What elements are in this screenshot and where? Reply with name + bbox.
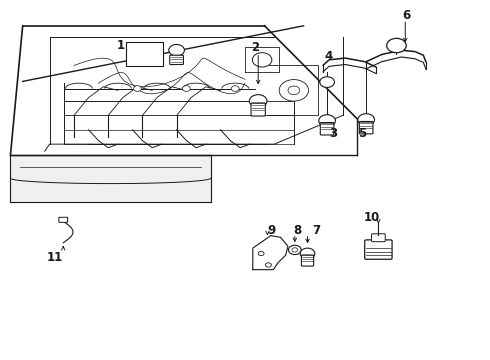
Text: 1: 1 <box>117 39 125 52</box>
Text: 9: 9 <box>268 224 276 237</box>
Text: 10: 10 <box>364 211 380 224</box>
Circle shape <box>182 86 190 91</box>
Text: 8: 8 <box>294 224 302 237</box>
Circle shape <box>258 251 264 256</box>
Text: 4: 4 <box>324 50 332 63</box>
Circle shape <box>320 77 334 87</box>
FancyBboxPatch shape <box>371 234 385 242</box>
Polygon shape <box>253 235 288 270</box>
FancyBboxPatch shape <box>170 55 183 64</box>
Circle shape <box>300 248 315 259</box>
Circle shape <box>134 86 142 91</box>
Text: 6: 6 <box>402 9 410 22</box>
Circle shape <box>249 95 267 108</box>
Polygon shape <box>10 155 211 202</box>
Text: 3: 3 <box>329 127 337 140</box>
Text: 2: 2 <box>251 41 259 54</box>
FancyBboxPatch shape <box>59 217 68 222</box>
Text: 7: 7 <box>312 224 320 237</box>
Circle shape <box>279 80 309 101</box>
Circle shape <box>358 114 374 126</box>
FancyBboxPatch shape <box>359 121 373 134</box>
Circle shape <box>231 86 239 91</box>
Bar <box>126 41 163 66</box>
FancyBboxPatch shape <box>320 122 334 135</box>
Circle shape <box>289 245 301 255</box>
Circle shape <box>319 115 335 127</box>
Text: 11: 11 <box>47 251 63 264</box>
Circle shape <box>288 86 300 95</box>
Circle shape <box>252 53 272 67</box>
Circle shape <box>292 248 298 252</box>
FancyBboxPatch shape <box>365 240 392 259</box>
Circle shape <box>266 263 271 267</box>
Text: 5: 5 <box>358 127 367 140</box>
Circle shape <box>387 39 406 53</box>
FancyBboxPatch shape <box>301 255 314 266</box>
FancyBboxPatch shape <box>251 103 265 116</box>
Circle shape <box>169 44 184 56</box>
